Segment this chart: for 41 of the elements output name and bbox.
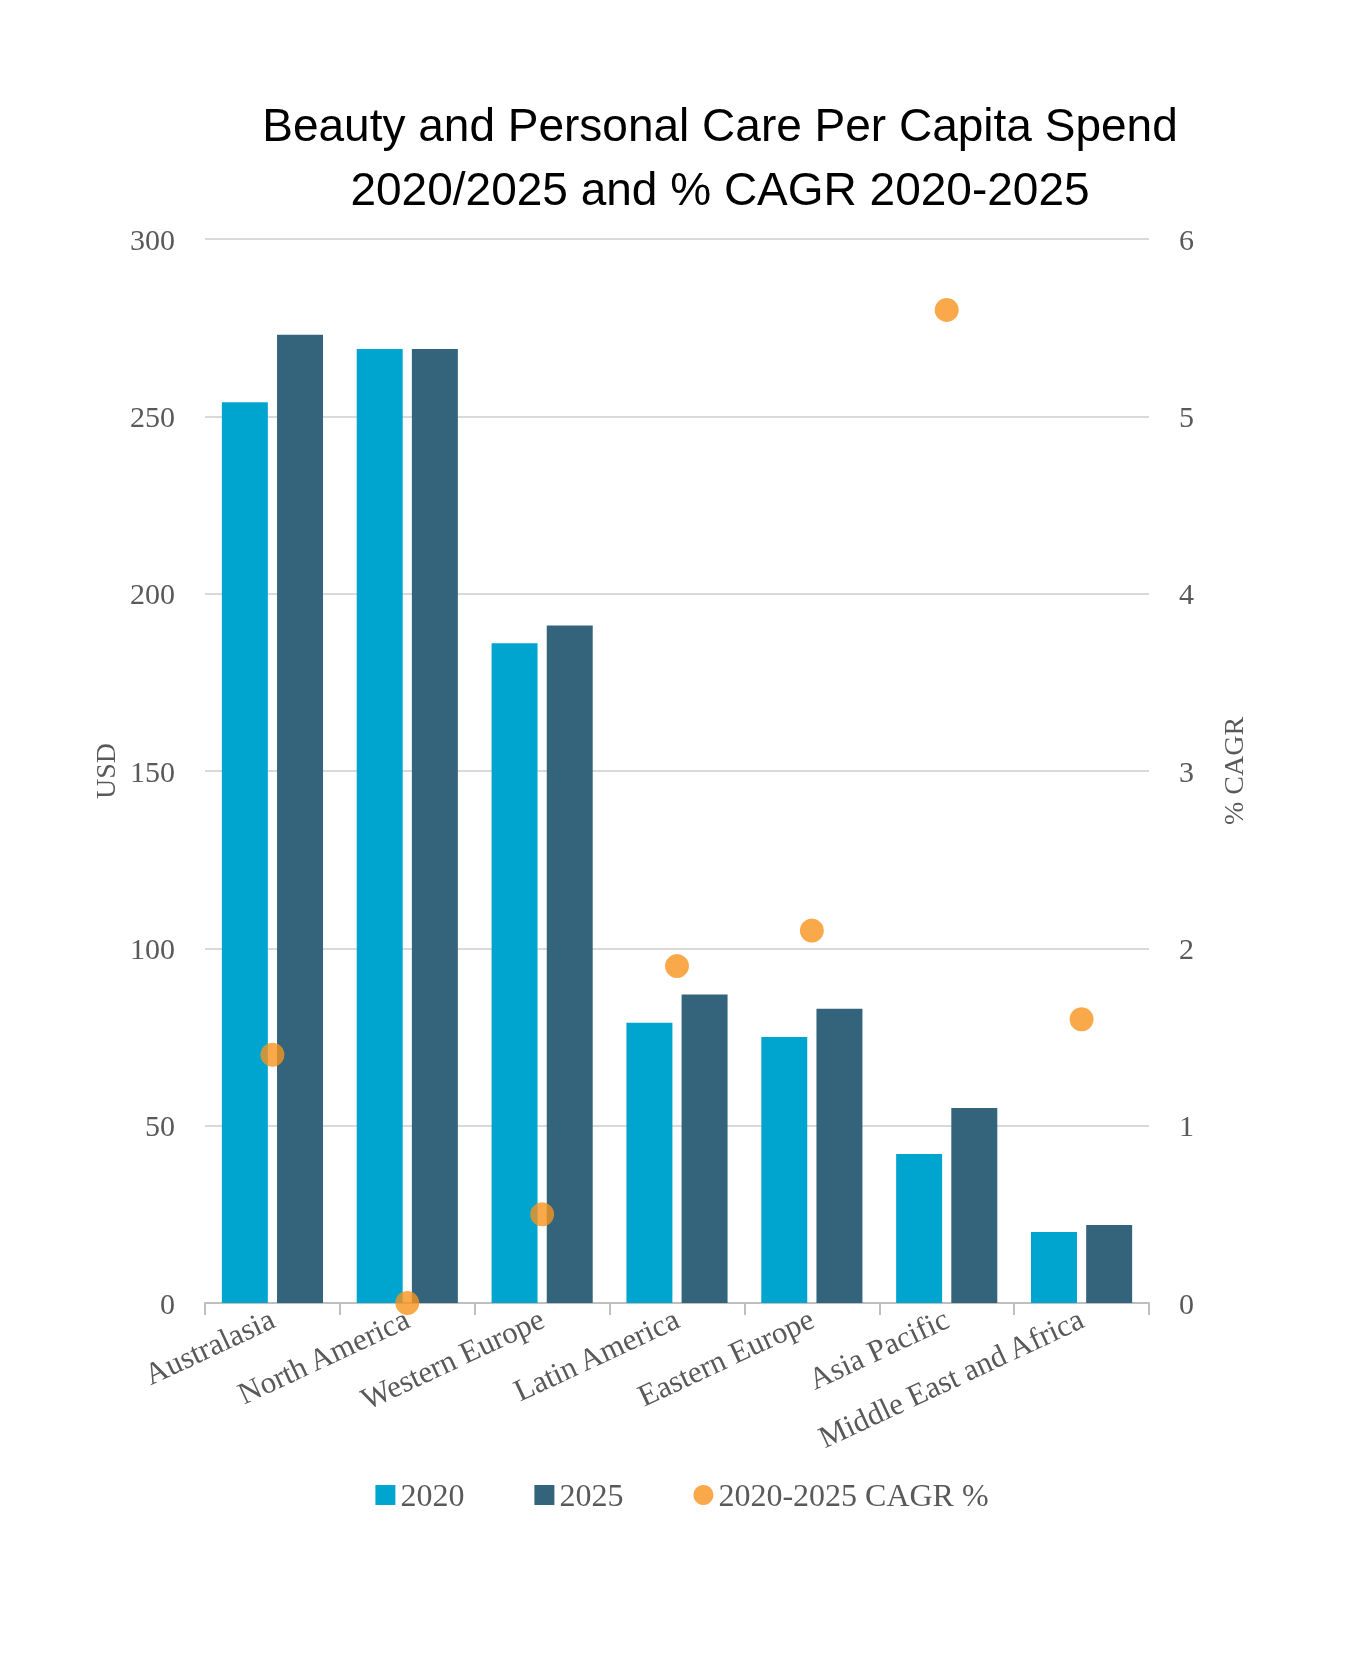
y-tick-label: 100 bbox=[130, 931, 175, 965]
chart-title: Beauty and Personal Care Per Capita Spend 2020/2025 and % CAGR 2020-2025 bbox=[262, 99, 1178, 215]
bar bbox=[681, 994, 728, 1303]
bar bbox=[491, 643, 538, 1303]
point bbox=[799, 918, 824, 943]
y2-tick-label: 4 bbox=[1179, 577, 1194, 611]
point bbox=[530, 1202, 555, 1227]
y2-tick-label: 3 bbox=[1179, 754, 1194, 788]
y-axis-title: USD bbox=[89, 742, 121, 800]
point bbox=[1069, 1007, 1094, 1032]
y-tick-label: 250 bbox=[130, 399, 175, 433]
y-tick-label: 200 bbox=[130, 577, 175, 611]
y-tick-label: 0 bbox=[160, 1286, 175, 1320]
bar bbox=[356, 348, 403, 1303]
bar bbox=[896, 1154, 943, 1303]
y-tick-label: 50 bbox=[145, 1109, 175, 1143]
y-tick-label: 150 bbox=[130, 754, 175, 788]
bar bbox=[951, 1107, 998, 1303]
legend-label: 2025 bbox=[559, 1477, 624, 1513]
y2-tick-label: 6 bbox=[1179, 222, 1194, 256]
y2-tick-label: 1 bbox=[1179, 1109, 1194, 1143]
point bbox=[260, 1042, 285, 1067]
point bbox=[395, 1291, 420, 1315]
bar bbox=[411, 348, 458, 1303]
y2-tick-label: 2 bbox=[1179, 931, 1194, 965]
point bbox=[934, 297, 959, 322]
bar bbox=[1031, 1232, 1077, 1303]
legend-label: 2020 bbox=[400, 1477, 465, 1513]
y2-tick-label: 5 bbox=[1179, 399, 1194, 433]
legend-label: 2020-2025 CAGR % bbox=[718, 1477, 989, 1513]
bar bbox=[1086, 1224, 1133, 1303]
point bbox=[665, 954, 689, 979]
bar bbox=[221, 402, 268, 1303]
bar bbox=[816, 1008, 863, 1303]
bar bbox=[277, 334, 323, 1303]
bar bbox=[626, 1022, 673, 1303]
y2-axis-title: % CAGR bbox=[1217, 716, 1249, 826]
y2-tick-label: 0 bbox=[1179, 1286, 1194, 1320]
bar bbox=[546, 625, 593, 1303]
bar bbox=[761, 1037, 808, 1303]
y-tick-label: 300 bbox=[130, 222, 175, 256]
